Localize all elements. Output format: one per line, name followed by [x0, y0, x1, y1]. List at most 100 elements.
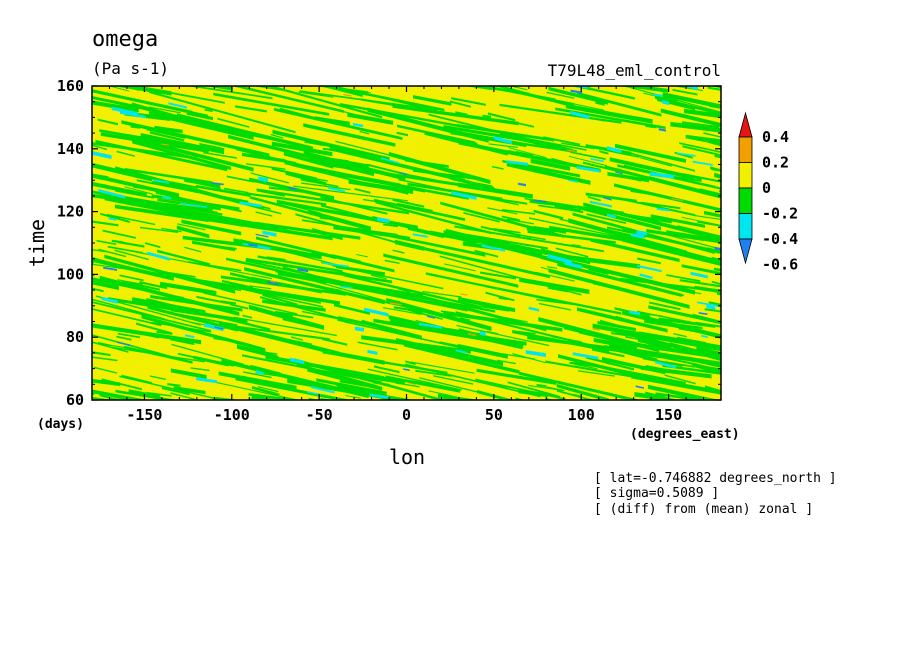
field-streak-green: [231, 86, 344, 113]
field-streak-blue: [570, 89, 582, 94]
field-streak-green: [752, 111, 786, 122]
field-streak-green: [348, 179, 414, 194]
field-streak-green: [529, 217, 637, 242]
field-streak-green: [427, 327, 456, 336]
field-streak-green: [722, 393, 809, 410]
field-streak-green: [119, 274, 144, 282]
field-streak-green: [485, 291, 515, 302]
colorbar-label: -0.4: [762, 230, 798, 248]
field-streak-green: [92, 96, 103, 100]
field-streak-green: [654, 95, 721, 116]
field-streak-cyan: [98, 188, 126, 199]
field-streak-green: [92, 341, 129, 353]
field-streak-cyan: [412, 233, 428, 238]
field-streak-cyan: [636, 230, 648, 236]
field-streak-green: [344, 321, 366, 327]
field-streak-green: [488, 143, 518, 148]
field-streak-green: [173, 386, 206, 395]
field-streak-green: [343, 273, 481, 309]
field-streak-green: [359, 270, 385, 278]
field-streak-green: [756, 406, 793, 415]
field-streak-green: [176, 225, 210, 239]
field-streak-blue: [297, 268, 309, 273]
field-streak-orange: [567, 149, 575, 152]
field-streak-green: [322, 337, 348, 346]
field-streak-green: [383, 307, 422, 316]
field-streak-green: [640, 157, 672, 167]
field-streak-green: [92, 287, 104, 293]
field-streak-green: [150, 375, 166, 380]
field-streak-green: [662, 92, 721, 109]
field-streak-green: [92, 301, 211, 332]
field-streak-blue: [248, 243, 258, 247]
field-streak-green: [102, 229, 136, 239]
field-streak-green: [177, 223, 206, 231]
field-streak-green: [98, 248, 126, 258]
field-streak-green: [609, 157, 694, 180]
field-streak-green: [241, 152, 286, 163]
field-streak-cyan: [639, 273, 653, 280]
field-streak-green: [607, 226, 628, 233]
field-streak-green: [93, 257, 122, 267]
field-streak-green: [132, 140, 232, 171]
y-tick-label: 160: [57, 77, 84, 95]
field-streak-green: [149, 131, 185, 142]
field-streak-green: [536, 298, 574, 306]
field-streak-orange: [389, 302, 402, 306]
field-streak-green: [759, 285, 782, 289]
field-streak-blue: [427, 315, 435, 319]
field-streak-cyan: [528, 306, 539, 312]
field-streak-green: [314, 86, 369, 93]
field-streak-orange: [460, 293, 468, 296]
field-streak-green: [61, 178, 73, 182]
field-streak-green: [338, 371, 379, 380]
field-streak-cyan: [289, 357, 305, 365]
field-streak-green: [711, 280, 721, 286]
field-streak-green: [758, 384, 831, 396]
field-streak-green: [250, 172, 289, 184]
field-streak-green: [457, 182, 533, 199]
field-streak-green: [320, 196, 388, 215]
field-streak-green: [526, 227, 555, 235]
field-streak-cyan: [649, 171, 675, 179]
field-streak-green: [358, 419, 389, 428]
field-streak-green: [161, 227, 182, 233]
field-streak-green: [182, 235, 278, 251]
field-streak-green: [222, 279, 254, 289]
field-streak-green: [319, 217, 328, 220]
field-streak-green: [484, 284, 622, 315]
field-streak-green: [155, 201, 173, 207]
field-streak-green: [761, 278, 797, 285]
field-streak-green: [340, 282, 468, 312]
field-streak-green: [536, 383, 547, 388]
field-streak-green: [419, 246, 550, 279]
field-streak-green: [703, 132, 721, 138]
field-streak-green: [738, 90, 756, 94]
field-streak-orange: [467, 332, 477, 337]
field-streak-green: [174, 205, 196, 211]
field-streak-green: [508, 86, 528, 91]
field-streak-green: [96, 239, 117, 246]
field-streak-green: [271, 167, 318, 180]
field-streak-green: [70, 259, 81, 262]
field-streak-blue: [117, 341, 131, 346]
field-streak-cyan: [506, 160, 528, 166]
field-streak-green: [152, 321, 212, 333]
field-streak-green: [742, 100, 845, 133]
field-streak-green: [720, 82, 859, 115]
field-streak-green: [461, 140, 478, 145]
field-streak-green: [684, 290, 702, 295]
field-streak-green: [121, 374, 152, 385]
field-streak-green: [145, 242, 161, 249]
colorbar-label: 0: [762, 179, 771, 197]
colorbar-label: 0.4: [762, 128, 789, 146]
field-streak-green: [679, 142, 721, 154]
field-streak-cyan: [418, 322, 443, 329]
field-streak-cyan: [479, 331, 486, 336]
field-streak-green: [422, 290, 462, 298]
field-streak-green: [293, 185, 408, 202]
field-streak-cyan: [681, 86, 699, 90]
field-streak-green: [702, 268, 714, 273]
field-streak-green: [546, 91, 575, 99]
field-streak-green: [428, 390, 453, 397]
